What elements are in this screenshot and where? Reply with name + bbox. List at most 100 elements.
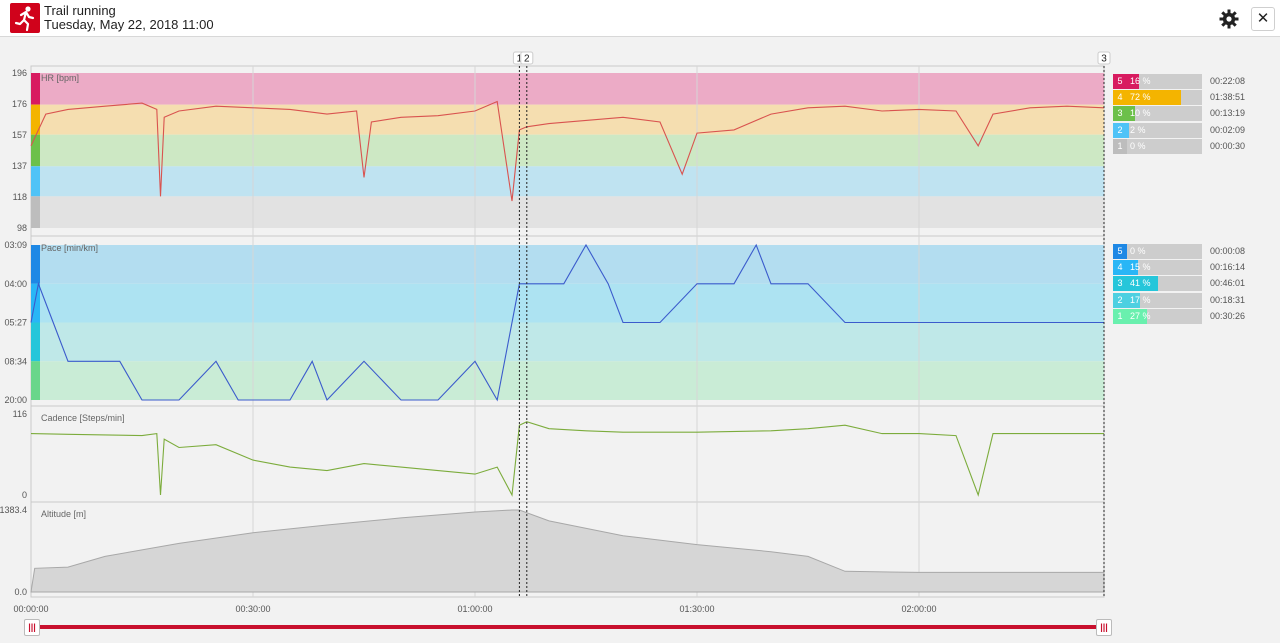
pace-zone-time: 00:00:08 [1210, 246, 1246, 256]
panel-title: Pace [min/km] [41, 243, 98, 253]
hr-zone-time: 00:02:09 [1210, 124, 1246, 135]
pace-zone-row: 1 27 % 00:30:26 [1113, 308, 1263, 324]
activity-datetime: Tuesday, May 22, 2018 11:00 [44, 17, 214, 32]
hr-zones-panel: 5 16 % 00:22:08 4 72 % 01:38:51 3 10 % 00:13:19 2… [1113, 74, 1263, 154]
pace-y-tick: 04:00 [4, 279, 27, 289]
hr-y-tick: 137 [12, 161, 27, 171]
hr-zone-number: 4 [1113, 90, 1127, 106]
pace-y-tick: 05:27 [4, 318, 27, 328]
panel-title: Cadence [Steps/min] [41, 413, 125, 423]
hr-zone-percent: 2 % [1130, 124, 1146, 135]
hr-zone-number: 3 [1113, 106, 1127, 122]
pace-zone-number: 3 [1113, 276, 1127, 292]
hr-zone-strip [31, 134, 40, 167]
altitude-area [30, 509, 1105, 593]
hr-y-tick: 176 [12, 99, 27, 109]
pace-y-tick: 08:34 [4, 356, 27, 366]
hr-zone-row: 3 10 % 00:13:19 [1113, 106, 1263, 122]
pace-zone-band [31, 283, 1104, 323]
hr-zone-row: 5 16 % 00:22:08 [1113, 74, 1263, 89]
altitude-y-tick: 0.0 [14, 587, 27, 597]
slider-handle-start[interactable]: ||| [24, 619, 40, 636]
running-person-icon [10, 3, 40, 33]
panel-2 [30, 405, 1105, 503]
hr-zone-percent: 16 % [1130, 76, 1151, 86]
pace-zone-time: 00:16:14 [1210, 262, 1246, 273]
x-tick-label: 00:00:00 [13, 604, 48, 614]
hr-y-tick: 157 [12, 130, 27, 140]
hr-zone-band [31, 73, 1104, 105]
hr-zone-band [31, 196, 1104, 228]
hr-zone-percent: 0 % [1130, 140, 1146, 151]
lap-marker-label: 1 [517, 54, 523, 65]
close-icon[interactable]: ✕ [1251, 7, 1275, 31]
hr-series-line [30, 100, 1105, 202]
hr-zone-strip [31, 104, 40, 135]
pace-zone-bar-bg [1113, 244, 1202, 259]
hr-y-tick: 196 [12, 68, 27, 78]
lap-marker-label: 3 [1101, 54, 1107, 65]
cadence-y-tick: 116 [13, 409, 27, 419]
pace-zone-strip [31, 322, 40, 362]
hr-zone-time: 00:00:30 [1210, 140, 1246, 151]
pace-zone-number: 4 [1113, 260, 1127, 276]
pace-zone-strip [31, 245, 40, 284]
pace-zone-number: 1 [1113, 308, 1127, 324]
x-tick-label: 02:00:00 [901, 604, 936, 614]
hr-zone-strip [31, 166, 40, 197]
pace-zone-strip [31, 283, 40, 323]
pace-zone-number: 5 [1113, 244, 1127, 259]
hr-zone-bar-bg [1113, 122, 1202, 138]
pace-y-tick: 20:00 [4, 395, 27, 405]
pace-zone-percent: 41 % [1130, 278, 1151, 289]
hr-zone-bar-bg [1113, 106, 1202, 122]
hr-zone-bar-bg [1113, 138, 1202, 154]
hr-zone-strip [31, 196, 40, 228]
pace-zone-number: 2 [1113, 292, 1127, 308]
hr-zone-band [31, 134, 1104, 167]
cadence-y-tick: 0 [22, 490, 27, 500]
hr-zone-time: 01:38:51 [1210, 92, 1246, 103]
pace-zone-row: 4 15 % 00:16:14 [1113, 260, 1263, 276]
hr-zone-percent: 72 % [1130, 92, 1151, 103]
lap-marker-label: 2 [524, 54, 530, 65]
hr-zone-number: 5 [1113, 74, 1127, 89]
altitude-y-tick: 1383.4 [0, 505, 27, 515]
pace-zone-band [31, 361, 1104, 400]
time-range-slider[interactable]: ||| ||| [24, 618, 1112, 636]
pace-zone-strip [31, 361, 40, 400]
panel-title: Altitude [m] [41, 509, 86, 519]
pace-zone-percent: 27 % [1130, 310, 1151, 321]
pace-zone-band [31, 322, 1104, 362]
hr-zone-bar [1113, 90, 1181, 106]
hr-zone-row: 4 72 % 01:38:51 [1113, 90, 1263, 106]
cadence-series-line [30, 421, 1104, 497]
hr-zone-band [31, 166, 1104, 197]
gear-icon[interactable] [1218, 8, 1240, 30]
pace-zone-time: 00:30:26 [1210, 310, 1246, 321]
x-tick-label: 01:30:00 [679, 604, 714, 614]
hr-zone-time: 00:13:19 [1210, 108, 1246, 119]
lap-marker-flag [1097, 51, 1111, 65]
hr-zone-number: 1 [1113, 138, 1127, 154]
hr-y-tick: 118 [13, 192, 27, 202]
x-tick-label: 01:00:00 [457, 604, 492, 614]
header-bar: Trail running Tuesday, May 22, 2018 11:0… [0, 0, 1280, 37]
pace-zone-row: 3 41 % 00:46:01 [1113, 276, 1263, 292]
pace-zone-row: 2 17 % 00:18:31 [1113, 292, 1263, 308]
hr-y-tick: 98 [17, 223, 27, 233]
hr-zone-strip [31, 73, 40, 105]
pace-zone-percent: 15 % [1130, 262, 1151, 273]
pace-zone-time: 00:18:31 [1210, 294, 1246, 305]
pace-zone-percent: 17 % [1130, 294, 1151, 305]
hr-zone-percent: 10 % [1130, 108, 1151, 119]
lap-marker-flag [520, 51, 534, 65]
x-tick-label: 00:30:00 [235, 604, 270, 614]
pace-zone-percent: 0 % [1130, 246, 1146, 256]
slider-handle-end[interactable]: ||| [1096, 619, 1112, 636]
pace-zone-time: 00:46:01 [1210, 278, 1246, 289]
